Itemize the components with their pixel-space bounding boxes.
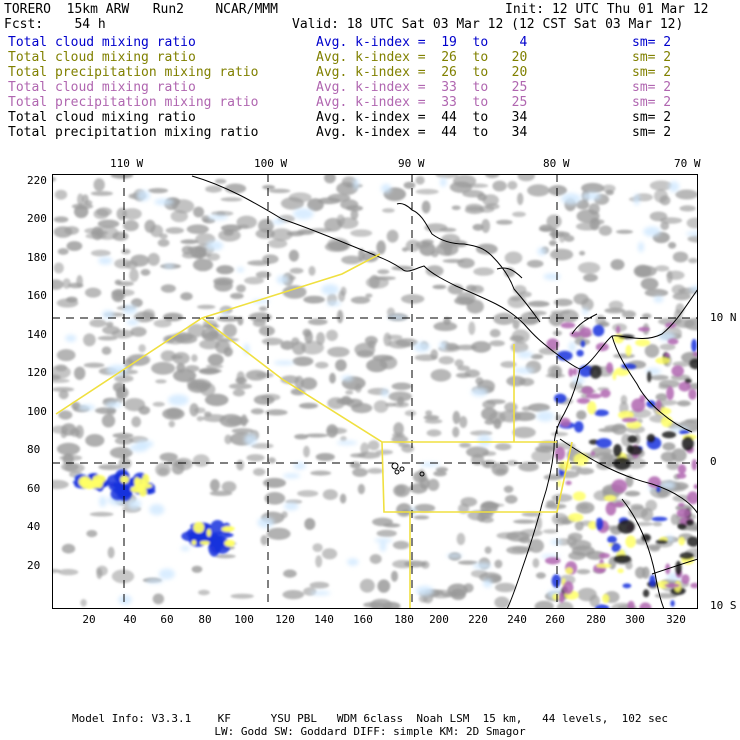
legend-field-label: Total precipitation mixing ratio xyxy=(8,95,259,110)
model-title: TORERO 15km ARW Run2 NCAR/MMM xyxy=(4,2,278,17)
legend-k-index-range: Avg. k-index = 33 to 25 xyxy=(316,95,528,110)
y-tick-label: 80 xyxy=(27,443,41,456)
longitude-label: 100 W xyxy=(254,157,288,170)
legend-field-label: Total precipitation mixing ratio xyxy=(8,65,259,80)
init-time: Init: 12 UTC Thu 01 Mar 12 xyxy=(505,2,709,17)
legend-row: Total cloud mixing ratio Avg. k-index = 1… xyxy=(0,35,740,50)
valid-time: Valid: 18 UTC Sat 03 Mar 12 (12 CST Sat … xyxy=(292,17,684,32)
x-tick-label: 280 xyxy=(586,613,606,626)
x-tick-label: 160 xyxy=(353,613,373,626)
x-tick-label: 140 xyxy=(314,613,334,626)
y-tick-label: 40 xyxy=(27,520,41,533)
legend-field-label: Total cloud mixing ratio xyxy=(8,110,196,125)
legend-row: Total precipitation mixing ratio Avg. k-i… xyxy=(0,125,740,140)
longitude-label: 80 W xyxy=(543,157,570,170)
legend-field-label: Total precipitation mixing ratio xyxy=(8,125,259,140)
legend-smoothing: sm= 2 xyxy=(632,110,672,125)
latitude-label: 10 S xyxy=(710,599,737,612)
lat-lon-grid xyxy=(52,174,698,609)
legend-smoothing: sm= 2 xyxy=(632,65,672,80)
domain-boundaries xyxy=(55,253,573,609)
legend-k-index-range: Avg. k-index = 44 to 34 xyxy=(316,125,528,140)
legend-row: Total cloud mixing ratio Avg. k-index = 3… xyxy=(0,80,740,95)
y-tick-label: 220 xyxy=(27,174,47,187)
legend-smoothing: sm= 2 xyxy=(632,50,672,65)
physics-info: LW: Godd SW: Goddard DIFF: simple KM: 2D… xyxy=(214,725,526,738)
legend-k-index-range: Avg. k-index = 26 to 20 xyxy=(316,50,528,65)
longitude-label: 70 W xyxy=(674,157,701,170)
legend-row: Total precipitation mixing ratio Avg. k-i… xyxy=(0,95,740,110)
y-tick-label: 100 xyxy=(27,405,47,418)
galapagos-islands xyxy=(391,462,425,477)
x-tick-label: 100 xyxy=(234,613,254,626)
x-tick-label: 180 xyxy=(394,613,414,626)
legend-k-index-range: Avg. k-index = 33 to 25 xyxy=(316,80,528,95)
y-tick-label: 140 xyxy=(27,328,47,341)
y-tick-label: 160 xyxy=(27,289,47,302)
map-plot xyxy=(52,174,698,609)
legend-row: Total cloud mixing ratio Avg. k-index = 4… xyxy=(0,110,740,125)
x-tick-label: 120 xyxy=(275,613,295,626)
model-info: Model Info: V3.3.1 KF YSU PBL WDM 6class… xyxy=(71,712,669,725)
x-tick-label: 240 xyxy=(507,613,527,626)
legend-smoothing: sm= 2 xyxy=(632,125,672,140)
legend-field-label: Total cloud mixing ratio xyxy=(8,35,196,50)
y-tick-label: 200 xyxy=(27,212,47,225)
legend-row: Total precipitation mixing ratio Avg. k-i… xyxy=(0,65,740,80)
legend-field-label: Total cloud mixing ratio xyxy=(8,50,196,65)
x-tick-label: 220 xyxy=(468,613,488,626)
x-tick-label: 260 xyxy=(545,613,565,626)
legend-smoothing: sm= 2 xyxy=(632,95,672,110)
x-tick-label: 40 xyxy=(123,613,137,626)
y-tick-label: 20 xyxy=(27,559,41,572)
legend-k-index-range: Avg. k-index = 19 to 4 xyxy=(316,35,528,50)
x-tick-label: 300 xyxy=(625,613,645,626)
precip-field-colored xyxy=(72,322,698,609)
y-tick-label: 120 xyxy=(27,366,47,379)
longitude-label: 90 W xyxy=(398,157,425,170)
legend-k-index-range: Avg. k-index = 26 to 20 xyxy=(316,65,528,80)
legend-smoothing: sm= 2 xyxy=(632,80,672,95)
latitude-label: 10 N xyxy=(710,311,737,324)
x-tick-label: 200 xyxy=(429,613,449,626)
x-tick-label: 320 xyxy=(666,613,686,626)
legend-row: Total cloud mixing ratio Avg. k-index = 2… xyxy=(0,50,740,65)
x-tick-label: 20 xyxy=(82,613,96,626)
longitude-label: 110 W xyxy=(110,157,144,170)
y-tick-label: 180 xyxy=(27,251,47,264)
forecast-hour: Fcst: 54 h xyxy=(4,17,106,32)
legend-smoothing: sm= 2 xyxy=(632,35,672,50)
x-tick-label: 80 xyxy=(198,613,212,626)
latitude-label: 0 xyxy=(710,455,717,468)
y-tick-label: 60 xyxy=(27,482,41,495)
legend-field-label: Total cloud mixing ratio xyxy=(8,80,196,95)
legend-k-index-range: Avg. k-index = 44 to 34 xyxy=(316,110,528,125)
x-tick-label: 60 xyxy=(160,613,174,626)
